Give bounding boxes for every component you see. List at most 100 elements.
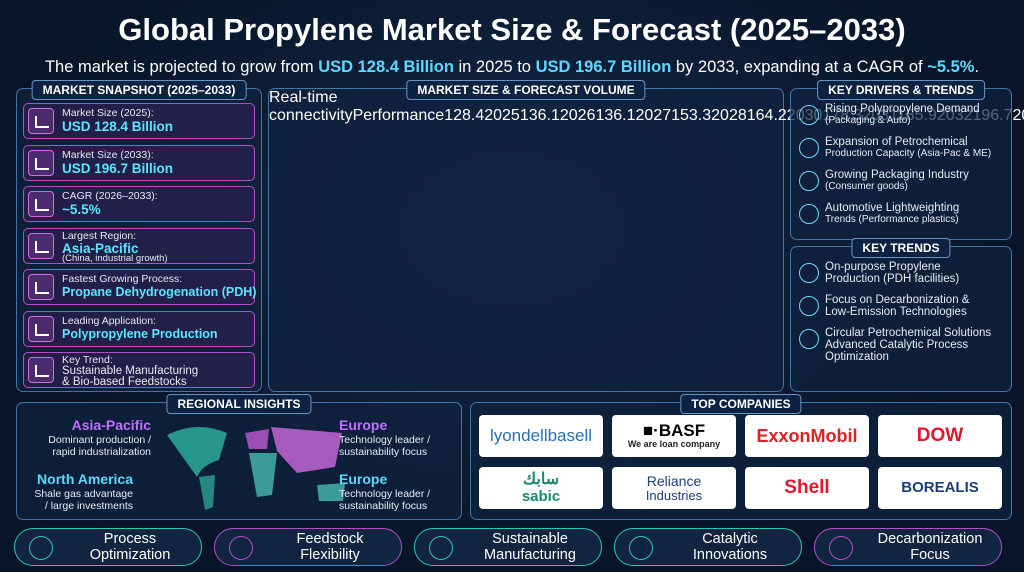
list-text: Growing Packaging Industry (825, 169, 969, 181)
snapshot-item: Market Size (2033): USD 196.7 Billion (23, 144, 255, 181)
regional-panel: REGIONAL INSIGHTS Asia-Pacific Dominant p… (16, 394, 462, 520)
map-asia (271, 427, 342, 473)
footer-pill: Feedstock Flexibility (214, 528, 402, 566)
region-text: sustainability focus (339, 446, 428, 458)
pill-text: Sustainable (492, 531, 568, 547)
list-text: (Packaging & Auto) (825, 115, 911, 126)
pill-icon (229, 536, 253, 560)
icon-glyph (35, 365, 49, 377)
world-map (167, 426, 345, 510)
snapshot-text: & Bio-based Feedstocks (62, 376, 187, 388)
item-icon (28, 149, 54, 176)
list-text: Production (PDH facilities) (825, 273, 960, 285)
list-text: On-purpose Propylene (825, 261, 941, 273)
subtitle-part: in 2025 to (453, 58, 536, 76)
bullet-icon (799, 105, 819, 125)
panel-title: KEY TRENDS (851, 238, 951, 258)
annotation: Real-time connectivity (269, 89, 353, 124)
annotation: Performance (352, 107, 445, 124)
snapshot-panel: MARKET SNAPSHOT (2025–2033) Market Size (… (16, 80, 262, 392)
snapshot-item: Market Size (2025): USD 128.4 Billion (23, 103, 255, 139)
pill-text: Manufacturing (484, 547, 576, 563)
map-australia (317, 483, 345, 501)
x-tick-label: 2026 (559, 107, 596, 124)
item-icon (28, 274, 54, 300)
panel-title: REGIONAL INSIGHTS (166, 394, 312, 414)
snapshot-value: Polypropylene Production (62, 326, 218, 341)
subtitle: The market is projected to grow from USD… (0, 58, 1024, 77)
bullet-icon (799, 296, 819, 316)
region-text: rapid industrialization (52, 446, 151, 458)
company-name: Industries (645, 487, 703, 503)
subtitle-part: ~5.5% (927, 58, 975, 76)
snapshot-value: ~5.5% (62, 202, 101, 217)
panel-title: MARKET SNAPSHOT (2025–2033) (31, 80, 247, 100)
value-label: 164.2 (746, 107, 787, 124)
region-name: Europe (339, 471, 388, 487)
list-text: Trends (Performance plastics) (825, 214, 959, 225)
key-trends-panel: KEY TRENDS On-purpose Propylene Production… (790, 238, 1012, 392)
pill-text: Optimization (89, 547, 171, 563)
footer-pill: Sustainable Manufacturing (414, 528, 602, 566)
x-tick-label: 2028 (711, 107, 747, 124)
snapshot-label: CAGR (2026–2033): (62, 190, 158, 202)
pill-text: Flexibility (300, 547, 360, 563)
item-icon (28, 232, 54, 259)
chart-panel: MARKET SIZE & FORECAST VOLUME Real-time c… (268, 80, 1024, 392)
region-name: Asia-Pacific (71, 417, 151, 433)
companies-panel: TOP COMPANIES lyondellbasell ■·BASF We are … (470, 394, 1012, 520)
value-label: 136.1 (519, 107, 560, 124)
company-card: lyondellbasell (479, 415, 603, 457)
bullet-icon (799, 329, 819, 349)
title: Global Propylene Market Size & Forecast … (118, 12, 906, 47)
company-card: ■·BASF We are loan company (612, 415, 736, 457)
company-card: ExxonMobil (745, 415, 869, 457)
value-label: 136.1 (595, 107, 636, 124)
pill-text: Process (103, 531, 157, 547)
snapshot-value: USD 196.7 Billion (62, 160, 174, 176)
company-card: Reliance Industries (612, 467, 736, 509)
list-text: Optimization (825, 351, 889, 363)
snapshot-note: (China, industrial growth) (62, 252, 168, 264)
map-europe (245, 429, 269, 449)
company-name: sabic (521, 487, 561, 505)
bullet-icon (799, 204, 819, 224)
map-africa (249, 453, 277, 497)
snapshot-item: Leading Application: Polypropylene Produc… (23, 310, 255, 347)
map-americas (167, 426, 227, 477)
pill-text: Feedstock (296, 531, 364, 547)
bullet-icon (799, 263, 819, 283)
company-card: DOW (878, 415, 1002, 457)
snapshot-text: Sustainable Manufacturing (62, 365, 199, 377)
icon-glyph (35, 199, 49, 211)
panel-title: TOP COMPANIES (680, 394, 802, 414)
x-tick-label: 2025 (484, 107, 520, 124)
subtitle-part: USD 196.7 Billion (535, 58, 672, 76)
region-name: Europe (339, 417, 388, 433)
bullet-icon (799, 171, 819, 191)
item-icon (28, 315, 54, 342)
list-text: Production Capacity (Asia-Pac & ME) (825, 148, 992, 159)
snapshot-label: Fastest Growing Process: (62, 273, 183, 285)
region-text: Technology leader / (339, 434, 431, 446)
icon-glyph (35, 282, 49, 294)
subtitle-part: USD 128.4 Billion (318, 58, 454, 76)
snapshot-item: CAGR (2026–2033): ~5.5% (23, 186, 255, 222)
company-card: BOREALIS (878, 467, 1002, 509)
footer-pill: Decarbonization Focus (814, 528, 1002, 566)
panel-title: MARKET SIZE & FORECAST VOLUME (406, 80, 646, 100)
icon-glyph (35, 323, 49, 336)
snapshot-value: Propane Dehydrogenation (PDH) (62, 285, 257, 299)
company-name: Shell (784, 477, 830, 499)
pill-text: Decarbonization (877, 531, 983, 547)
snapshot-value: Asia-Pacific (62, 240, 139, 256)
list-text: Expansion of Petrochemical (825, 136, 968, 148)
list-text: Low-Emission Technologies (825, 306, 967, 318)
region-text: sustainability focus (339, 500, 428, 512)
pill-text: Catalytic (702, 531, 758, 547)
x-tick-label: 2027 (635, 107, 672, 124)
snapshot-label: Market Size (2033): (62, 148, 154, 161)
company-name: DOW (916, 425, 964, 447)
item-icon (28, 108, 54, 134)
bullet-icon (799, 138, 819, 158)
